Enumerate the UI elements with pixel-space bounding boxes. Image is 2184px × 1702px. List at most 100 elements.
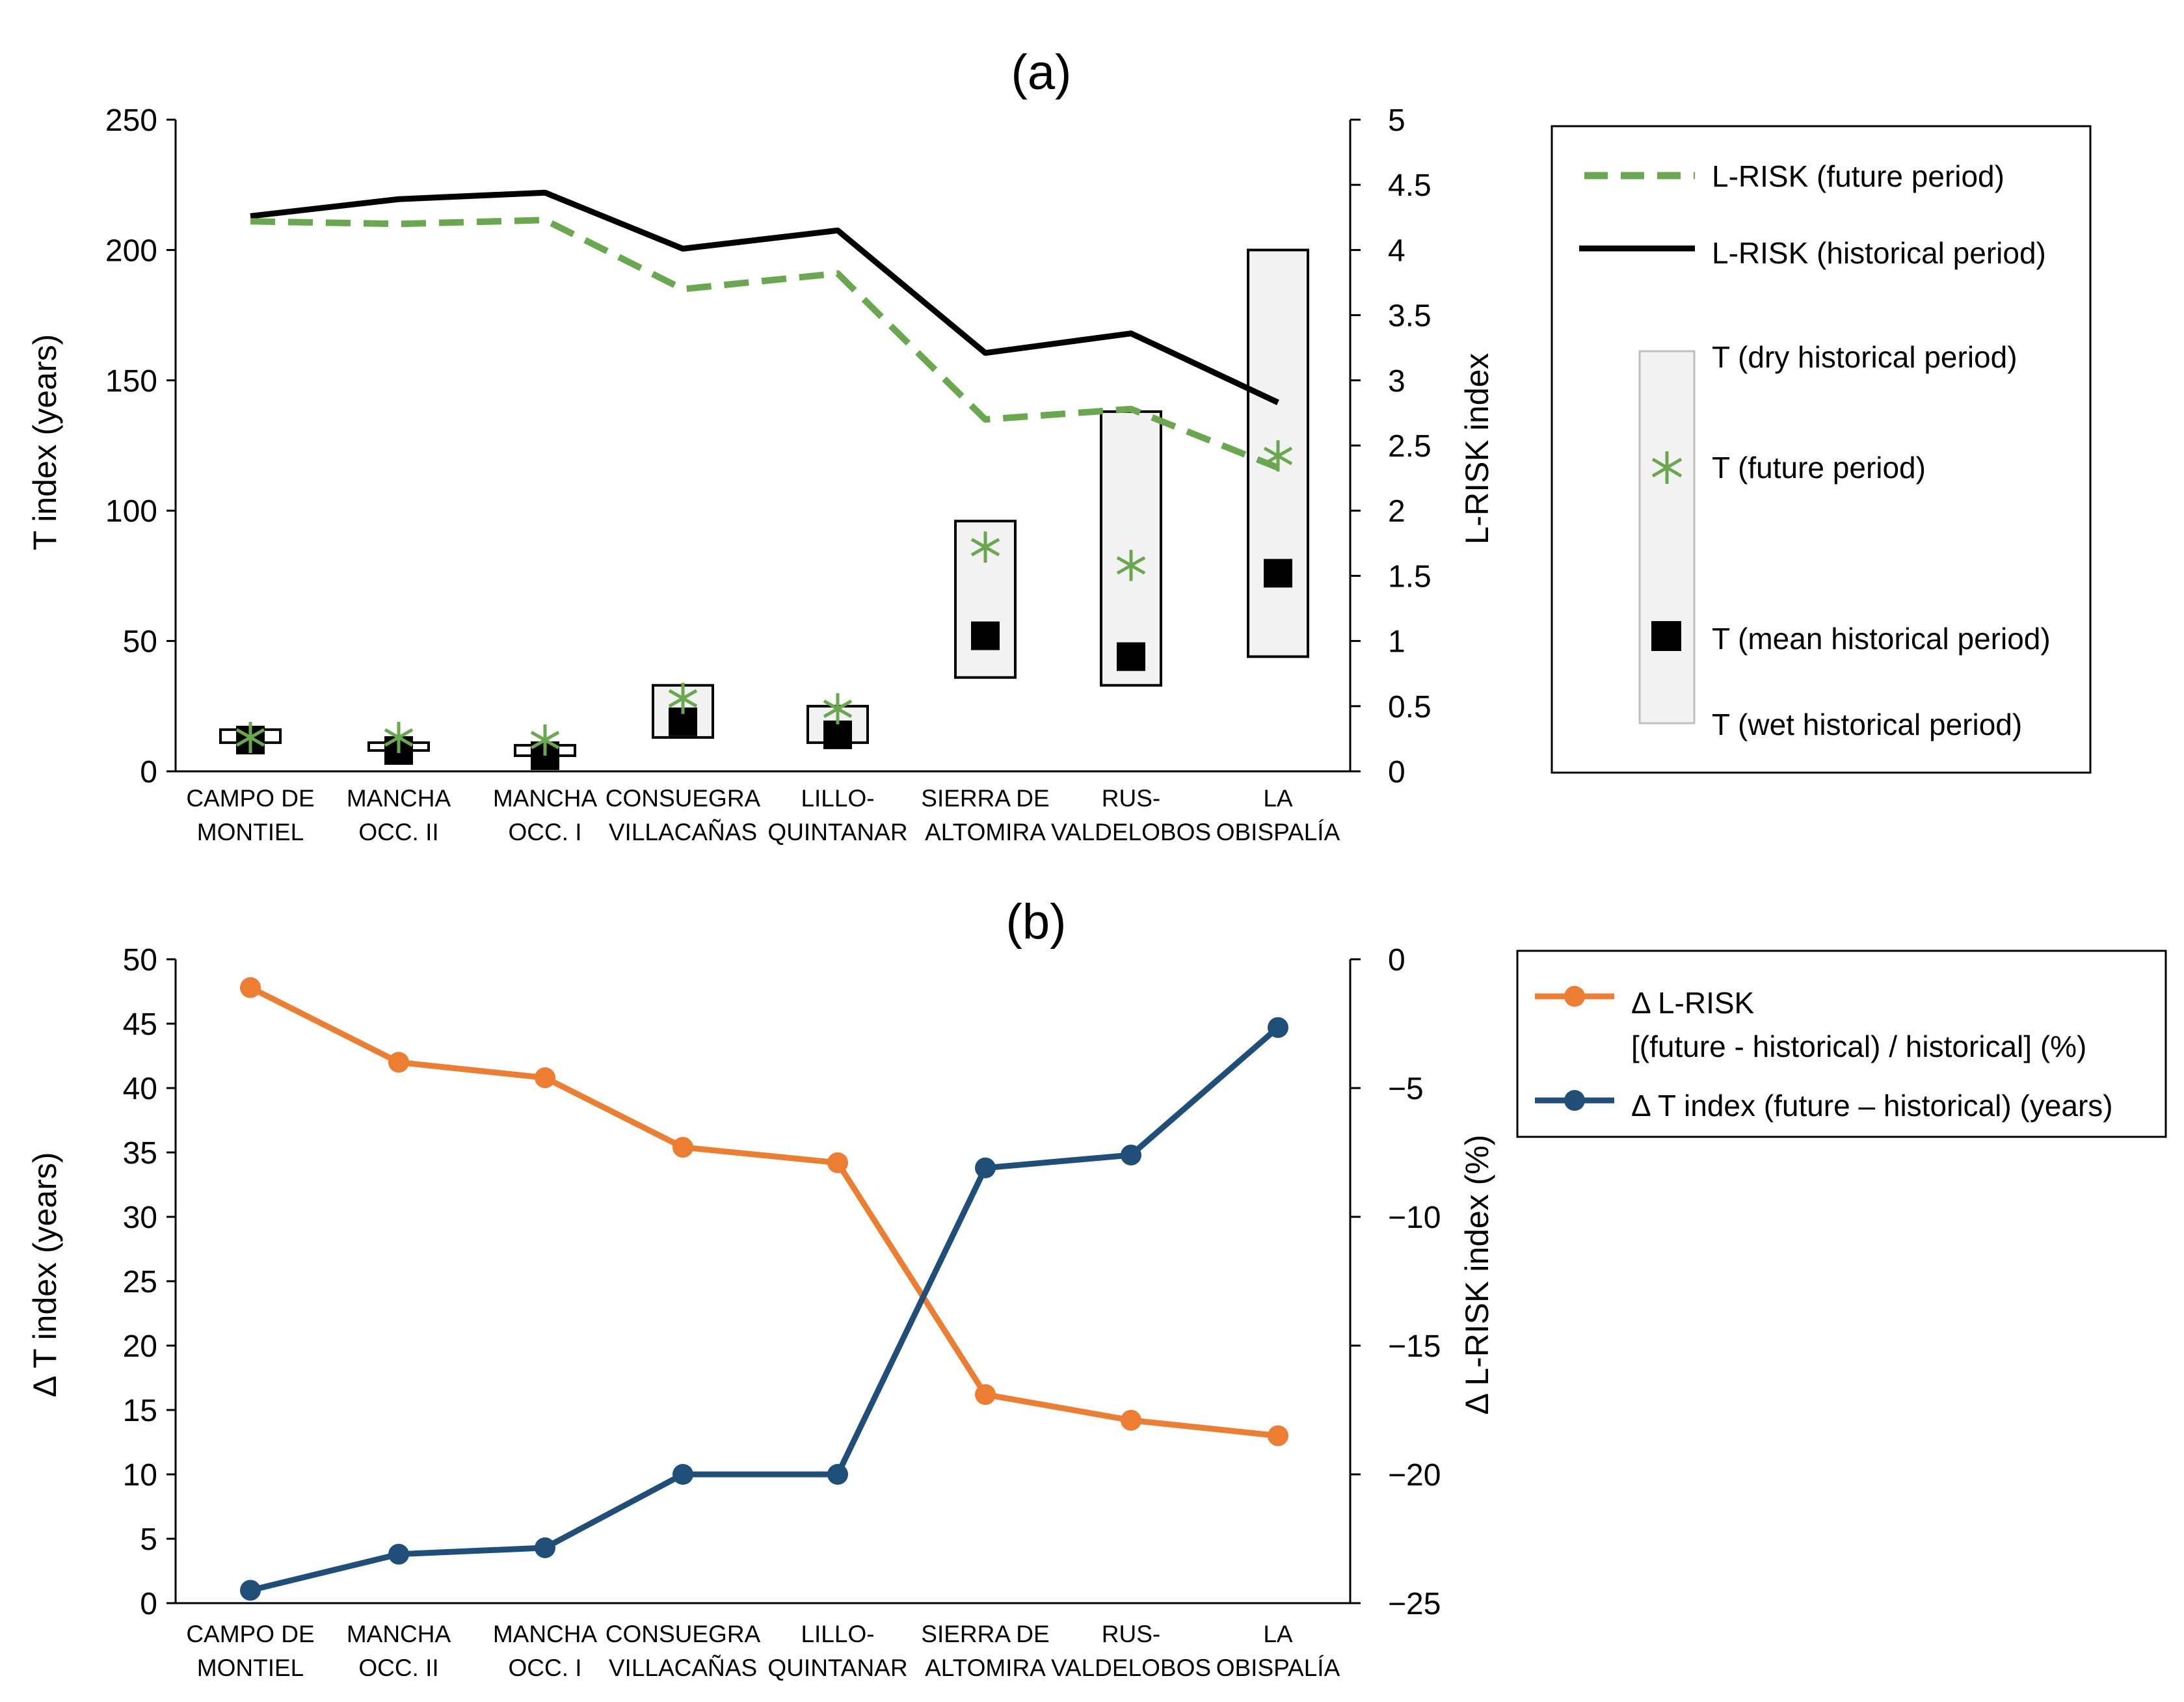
- t-future-stroke: [1116, 556, 1146, 575]
- chart-b-title: (b): [1006, 894, 1067, 950]
- y2-tick-label: 0: [1388, 943, 1405, 977]
- t-mean-marker: [971, 621, 1000, 650]
- x-tick-label: VILLACAÑAS: [609, 1655, 757, 1681]
- legend-lrisk-future: L-RISK (future period): [1712, 159, 2004, 193]
- y2-tick-label: −5: [1388, 1072, 1424, 1106]
- delta-t-point: [1268, 1017, 1288, 1038]
- t-future-marker: [1263, 440, 1293, 472]
- y2-tick-label: 4.5: [1388, 168, 1432, 203]
- legend-t-wet: T (wet historical period): [1712, 708, 2022, 741]
- legend-swatch-t-mean: [1651, 621, 1681, 651]
- chart-b-lines: [248, 985, 1280, 1593]
- y-tick-label: 200: [105, 233, 157, 268]
- chart-a-axes: 0 50 100 150 200 250 0 0.5 1 1.5 2 2.5 3 3.5 4 4.5 5 CAMP…: [105, 103, 1432, 845]
- delta-t-line: [249, 1025, 1280, 1593]
- legend-delta-lrisk-1: Δ L-RISK: [1631, 986, 1755, 1020]
- delta-lrisk-point: [240, 977, 261, 998]
- x-tick-label: SIERRA DE: [921, 785, 1049, 812]
- t-future-marker: [823, 693, 853, 725]
- t-future-stroke: [530, 730, 560, 750]
- y-tick-label: 15: [123, 1394, 157, 1428]
- x-tick-label: OBISPALÍA: [1216, 819, 1340, 845]
- chart-b-y2-axis-label: Δ L-RISK index (%): [1459, 1135, 1495, 1415]
- x-tick-label: MANCHA: [493, 1621, 598, 1647]
- t-future-marker: [1116, 550, 1146, 581]
- t-future-stroke: [1263, 446, 1293, 466]
- x-tick-label: CONSUEGRA: [606, 1621, 761, 1647]
- delta-lrisk-point: [827, 1152, 848, 1173]
- delta-t-point: [673, 1464, 693, 1485]
- delta-t-point: [240, 1580, 261, 1601]
- t-future-stroke: [235, 728, 265, 747]
- x-tick-label: MANCHA: [493, 785, 598, 812]
- x-tick-label: OBISPALÍA: [1216, 1655, 1340, 1681]
- t-mean-marker: [1264, 559, 1292, 588]
- x-tick-label: VILLACAÑAS: [609, 819, 757, 845]
- t-future-marker: [530, 724, 560, 756]
- t-future-stroke: [668, 689, 698, 708]
- y-tick-label: 150: [105, 364, 157, 399]
- delta-t-point: [975, 1157, 996, 1178]
- legend-swatch-delta-lrisk-marker: [1564, 986, 1585, 1007]
- t-future-stroke: [970, 538, 1000, 557]
- x-tick-label: OCC. II: [358, 1655, 438, 1681]
- x-tick-label: MANCHA: [347, 785, 451, 812]
- legend-frame: [1516, 950, 2167, 1138]
- lrisk-historical-line: [250, 189, 1279, 405]
- chart-a-markers: [235, 440, 1293, 770]
- delta-lrisk-point: [1268, 1425, 1288, 1446]
- delta-t-point: [535, 1537, 555, 1558]
- y2-tick-label: 5: [1388, 103, 1405, 138]
- y2-tick-label: −15: [1388, 1329, 1441, 1364]
- x-tick-label: VALDELOBOS: [1051, 819, 1211, 845]
- t-future-marker: [384, 721, 414, 753]
- legend-t-mean: T (mean historical period): [1712, 622, 2051, 656]
- t-mean-marker: [823, 720, 852, 749]
- x-tick-label: MANCHA: [347, 1621, 451, 1647]
- x-tick-label: QUINTANAR: [767, 1655, 907, 1681]
- delta-lrisk-point: [535, 1067, 555, 1089]
- delta-lrisk-point: [388, 1052, 409, 1073]
- legend-frame: [1551, 125, 2092, 774]
- y-tick-label: 10: [123, 1458, 157, 1493]
- chart-a-title: (a): [1011, 45, 1072, 100]
- delta-lrisk-point: [673, 1137, 693, 1158]
- x-tick-label: RUS-: [1102, 785, 1160, 812]
- chart-a-lines: [250, 189, 1279, 471]
- x-tick-label: OCC. I: [508, 1655, 581, 1681]
- x-tick-label: LA: [1263, 1621, 1293, 1647]
- delta-t-point: [388, 1543, 409, 1565]
- x-tick-label: CAMPO DE: [186, 785, 314, 812]
- y2-tick-label: 2: [1388, 494, 1405, 529]
- delta-t-point: [827, 1464, 848, 1485]
- x-tick-label: OCC. II: [358, 819, 438, 845]
- t-future-marker: [970, 531, 1000, 563]
- y2-tick-label: −25: [1388, 1587, 1441, 1621]
- x-tick-label: CAMPO DE: [186, 1621, 314, 1647]
- lrisk-future-line: [250, 217, 1279, 471]
- x-tick-label: ALTOMIRA: [925, 819, 1046, 845]
- chart-b: (b) 0 5 10 15 20 25 30 35 40 45 50 −25 −20 −15 −10 −5 0 C…: [27, 894, 2167, 1681]
- chart-b-legend: Δ L-RISK [(future - historical) / histor…: [1516, 950, 2167, 1138]
- y-tick-label: 0: [140, 755, 157, 790]
- delta-t-point: [1121, 1144, 1141, 1165]
- y2-tick-label: 0.5: [1388, 690, 1432, 725]
- y-tick-label: 45: [123, 1007, 157, 1042]
- x-tick-label: CONSUEGRA: [606, 785, 761, 812]
- x-tick-label: LA: [1263, 785, 1293, 812]
- y2-tick-label: 1.5: [1388, 559, 1432, 594]
- y-tick-label: 20: [123, 1329, 157, 1364]
- y-tick-label: 250: [105, 103, 157, 138]
- x-tick-label: VALDELOBOS: [1051, 1655, 1211, 1681]
- chart-a-t-boxes: [219, 248, 1309, 757]
- x-tick-label: OCC. I: [508, 819, 581, 845]
- x-tick-label: MONTIEL: [197, 819, 304, 845]
- chart-b-axes: 0 5 10 15 20 25 30 35 40 45 50 −25 −20 −15 −10 −5 0 CAMPO…: [123, 943, 1441, 1681]
- y2-tick-label: −10: [1388, 1201, 1441, 1235]
- y2-tick-label: 4: [1388, 233, 1405, 268]
- delta-lrisk-point: [1121, 1409, 1141, 1431]
- y-tick-label: 40: [123, 1072, 157, 1106]
- y2-tick-label: 2.5: [1388, 429, 1432, 464]
- y2-tick-label: 0: [1388, 755, 1405, 790]
